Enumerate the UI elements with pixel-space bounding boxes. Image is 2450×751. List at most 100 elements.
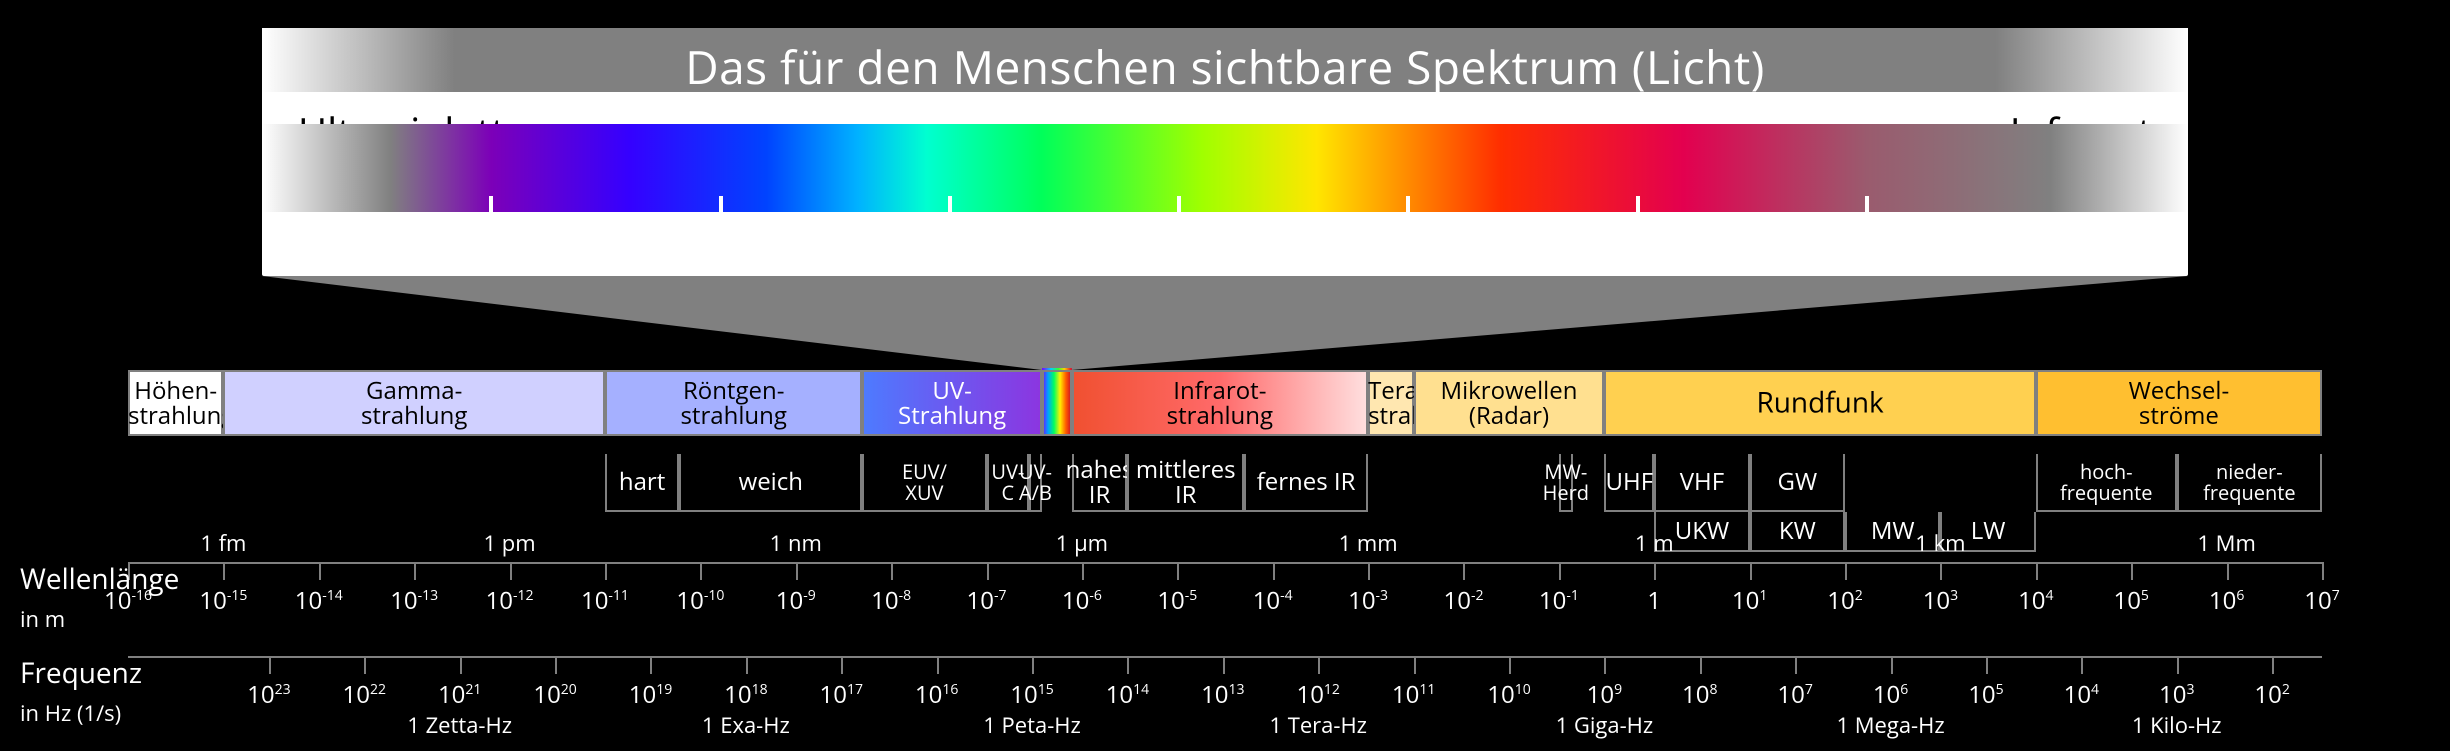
axis-tick-label: 10-14 — [295, 584, 343, 617]
nm-tick-label: 600 nm — [1345, 226, 1472, 275]
nm-tick — [489, 196, 493, 222]
axis-tick-label: 1021 — [438, 678, 481, 711]
axis-tick-label: 1018 — [724, 678, 767, 711]
nm-tick-label: 550 nm — [1116, 226, 1243, 275]
axis-tick — [2227, 562, 2229, 580]
fq-spot-label: 1 Giga-Hz — [1556, 710, 1654, 740]
axis-tick-label: 10-4 — [1253, 584, 1293, 617]
axis-tick — [650, 656, 652, 674]
subband-cell: nieder-frequente — [2177, 454, 2322, 512]
axis-tick — [1986, 656, 1988, 674]
nm-tick — [1177, 196, 1181, 222]
axis-tick — [1750, 562, 1752, 580]
axis-tick-label: 10-12 — [486, 584, 534, 617]
band-gamma: Gamma-strahlung — [223, 370, 605, 436]
axis-tick — [746, 656, 748, 674]
axis-tick-label: 1015 — [1010, 678, 1053, 711]
axis-tick — [1318, 656, 1320, 674]
axis-tick — [2036, 562, 2038, 580]
wl-spot-label: 1 m — [1635, 528, 1674, 558]
axis-tick — [510, 562, 512, 580]
fq-spot-label: 1 Peta-Hz — [983, 710, 1081, 740]
em-spectrum-diagram: Das für den Menschen sichtbare Spektrum … — [0, 0, 2450, 751]
axis-tick-label: 107 — [2304, 584, 2339, 617]
axis-tick-label: 103 — [1923, 584, 1958, 617]
axis-tick-label: 10-9 — [776, 584, 816, 617]
fq-spot-label: 1 Kilo-Hz — [2132, 710, 2222, 740]
spectrum-wedge-icon — [262, 276, 2188, 376]
axis-tick — [269, 656, 271, 674]
subband-cell: EUV/XUV — [862, 454, 986, 512]
band-thz: Terahertz-strahlung — [1368, 370, 1414, 436]
axis-tick-label: 109 — [1587, 678, 1622, 711]
band-radar: Mikrowellen(Radar) — [1414, 370, 1605, 436]
axis-tick — [1559, 562, 1561, 580]
axis-tick-label: 105 — [2113, 584, 2148, 617]
nm-tick-label: 650 nm — [1574, 226, 1701, 275]
axis-tick — [1845, 562, 1847, 580]
axis-tick-label: 10-10 — [676, 584, 724, 617]
subband-cell: GW — [1750, 454, 1845, 512]
axis-tick-label: 1013 — [1201, 678, 1244, 711]
band-ir: Infrarot-strahlung — [1072, 370, 1368, 436]
nm-tick-label: 450 nm — [657, 226, 784, 275]
axis-tick-label: 108 — [1682, 678, 1717, 711]
wl-spot-label: 1 mm — [1339, 528, 1398, 558]
band-rundfunk: Rundfunk — [1604, 370, 2035, 436]
axis-tick-label: 10-1 — [1539, 584, 1579, 617]
axis-line — [128, 562, 2322, 564]
sub-bands-row-2: UKWKWMWLW — [128, 512, 2322, 552]
axis-tick-label: 10-15 — [199, 584, 247, 617]
axis-tick — [555, 656, 557, 674]
band-label: Röntgen-strahlung — [605, 378, 862, 428]
axis-tick-label: 1010 — [1487, 678, 1530, 711]
nm-tick — [719, 196, 723, 222]
axis-tick — [1223, 656, 1225, 674]
axis-tick-label: 101 — [1732, 584, 1767, 617]
subband-cell: fernes IR — [1244, 454, 1368, 512]
axis-tick-label: 106 — [2209, 584, 2244, 617]
axis-tick-label: 1012 — [1296, 678, 1339, 711]
band-label: Infrarot-strahlung — [1072, 378, 1368, 428]
axis-tick — [1795, 656, 1797, 674]
axis-tick-label: 107 — [1777, 678, 1812, 711]
axis-tick — [460, 656, 462, 674]
axis-tick — [1654, 562, 1656, 580]
axis-tick-label: 103 — [2159, 678, 2194, 711]
frequency-row-label: Frequenz in Hz (1/s) — [20, 654, 142, 730]
axis-tick-label: 104 — [2064, 678, 2099, 711]
em-bands-row: Höhen-strahlungGamma-strahlungRöntgen-st… — [128, 370, 2322, 436]
axis-tick-label: 104 — [2018, 584, 2053, 617]
band-label: Terahertz-strahlung — [1368, 378, 1414, 428]
nm-tick-label: 500 nm — [887, 226, 1014, 275]
band-label: Höhen-strahlung — [128, 378, 223, 428]
axis-tick — [1368, 562, 1370, 580]
axis-tick — [1273, 562, 1275, 580]
axis-tick — [796, 562, 798, 580]
axis-tick-label: 1011 — [1392, 678, 1435, 711]
axis-tick — [2131, 562, 2133, 580]
axis-tick-label: 10-8 — [871, 584, 911, 617]
axis-tick — [937, 656, 939, 674]
spectrum-gradient — [262, 124, 2188, 212]
axis-tick — [414, 562, 416, 580]
axis-tick-label: 10-3 — [1348, 584, 1388, 617]
axis-tick — [1177, 562, 1179, 580]
band-wechsel: Wechsel-ströme — [2036, 370, 2322, 436]
subband-cell: hoch-frequente — [2036, 454, 2177, 512]
visible-spectrum-panel: Das für den Menschen sichtbare Spektrum … — [262, 28, 2188, 276]
wavelength-row-label: Wellenlänge in m — [20, 560, 179, 636]
axis-tick — [319, 562, 321, 580]
subband-cell: UV-A/B — [1029, 454, 1042, 512]
axis-tick-label: 10-6 — [1062, 584, 1102, 617]
axis-tick-label: 10-7 — [967, 584, 1007, 617]
band-label: Gamma-strahlung — [223, 378, 605, 428]
nm-tick-label: 700 nm — [1804, 226, 1931, 275]
subband-cell: UHF — [1604, 454, 1654, 512]
band-uv: UV-Strahlung — [862, 370, 1041, 436]
band-vis — [1042, 370, 1072, 436]
subband-cell: weich — [679, 454, 862, 512]
axis-tick — [1891, 656, 1893, 674]
fq-spot-label: 1 Tera-Hz — [1269, 710, 1367, 740]
wl-spot-label: 1 µm — [1056, 528, 1108, 558]
